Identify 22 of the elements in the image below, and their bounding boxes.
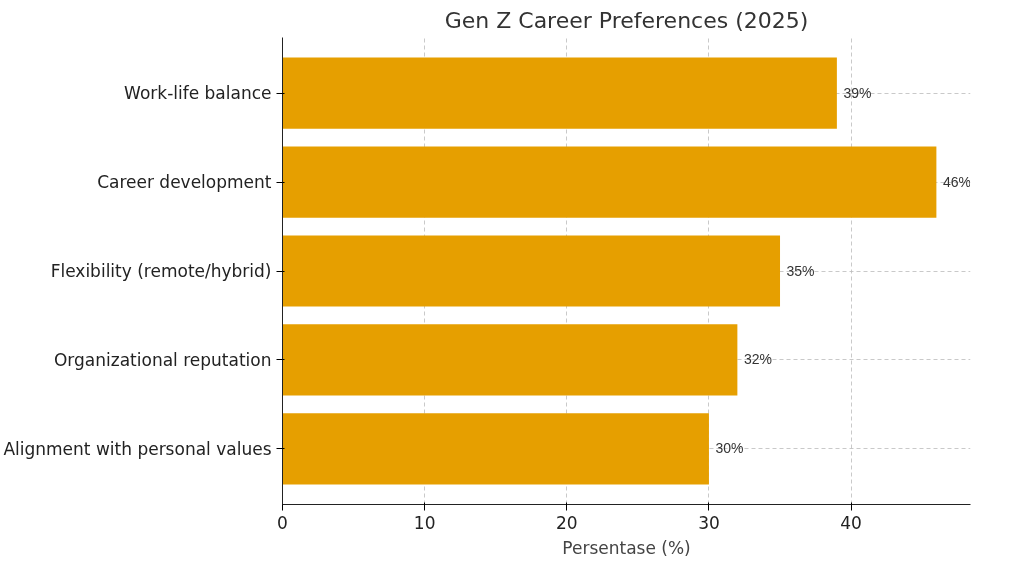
y-tick-label: Career development (97, 172, 272, 193)
y-tick-label: Alignment with personal values (3, 438, 272, 459)
y-tick-label: Flexibility (remote/hybrid) (50, 261, 272, 281)
data-label: 32% (743, 351, 772, 368)
bar (282, 146, 937, 218)
x-tick-label: 40 (840, 512, 862, 533)
x-axis-title: Persentase (%) (562, 537, 691, 558)
bar (282, 324, 738, 396)
chart-title: Gen Z Career Preferences (2025) (444, 7, 809, 33)
data-label: 39% (843, 84, 872, 101)
data-label: 30% (715, 440, 744, 457)
x-tick-label: 10 (413, 512, 436, 533)
bar (282, 235, 781, 307)
bar (282, 413, 709, 485)
data-label: 35% (786, 262, 815, 279)
data-label: 46% (942, 173, 971, 190)
x-tick-label: 20 (555, 512, 578, 533)
bar (282, 57, 837, 129)
y-tick-label: Organizational reputation (53, 349, 272, 370)
x-tick-label: 30 (698, 512, 720, 533)
x-tick-label: 0 (277, 512, 288, 533)
y-tick-label: Work-life balance (124, 83, 272, 104)
